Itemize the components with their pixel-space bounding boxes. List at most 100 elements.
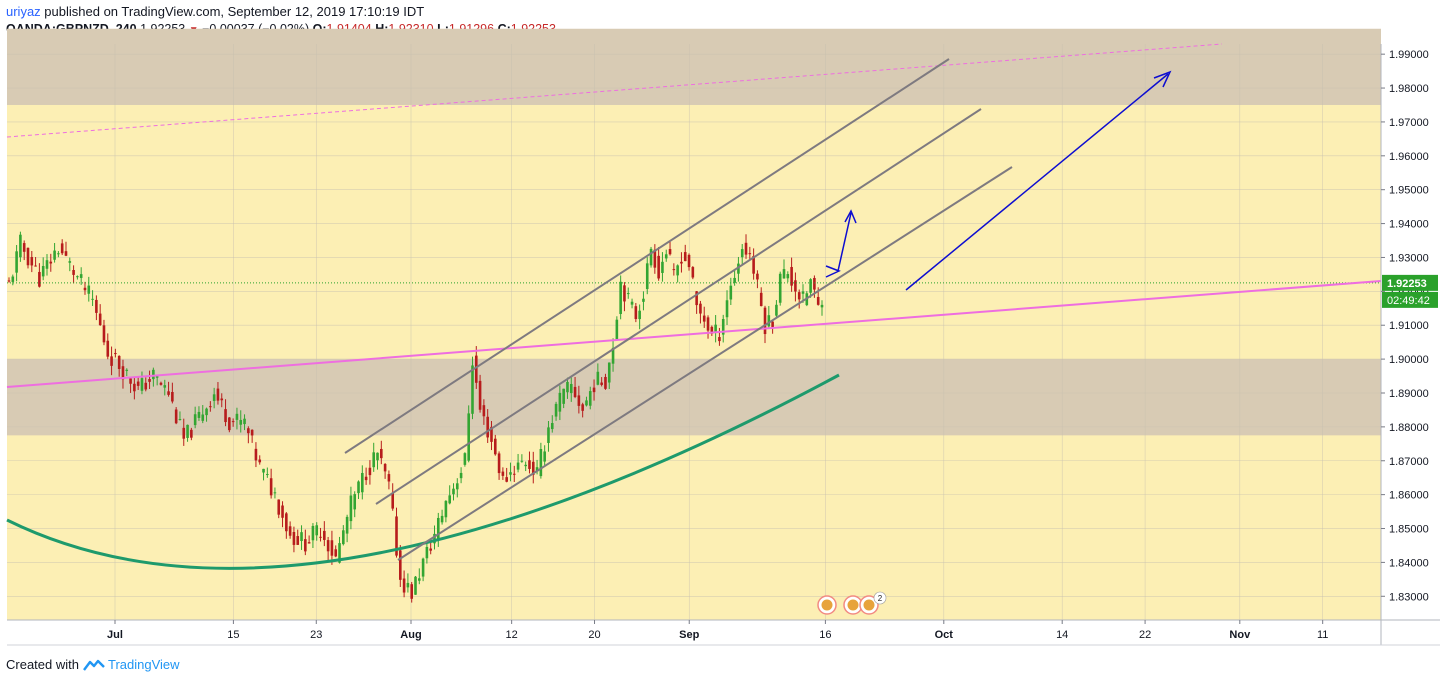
candle-body xyxy=(520,460,524,462)
candle-body xyxy=(296,536,300,545)
candle-body xyxy=(254,448,258,461)
candle-body xyxy=(307,542,311,544)
candle-body xyxy=(98,313,102,326)
candle-body xyxy=(634,306,638,320)
candle-body xyxy=(577,395,581,406)
price-tick-label: 1.91000 xyxy=(1389,320,1429,332)
candle-body xyxy=(361,472,364,493)
candle-body xyxy=(197,411,201,418)
candle-body xyxy=(125,369,129,371)
candle-body xyxy=(752,255,755,274)
candle-body xyxy=(292,532,296,545)
candle-body xyxy=(38,271,41,287)
time-tick-label: 23 xyxy=(310,629,322,641)
candle-body xyxy=(91,298,94,300)
candle-body xyxy=(323,530,326,540)
candle-body xyxy=(106,340,110,357)
candle-body xyxy=(550,423,554,430)
candle-body xyxy=(512,473,516,475)
price-tick-label: 1.98000 xyxy=(1389,83,1429,95)
candle-body xyxy=(190,429,193,438)
candle-body xyxy=(357,481,360,494)
candle-body xyxy=(737,263,740,274)
candle-body xyxy=(440,515,444,523)
price-tick-label: 1.99000 xyxy=(1389,49,1429,61)
time-tick-label: Oct xyxy=(935,629,954,641)
candle-body xyxy=(702,315,706,322)
price-tick-label: 1.85000 xyxy=(1389,524,1429,536)
candle-body xyxy=(714,324,717,333)
candle-body xyxy=(193,414,197,426)
price-tick-label: 1.83000 xyxy=(1389,591,1429,603)
candle-body xyxy=(387,474,391,482)
candle-body xyxy=(250,429,254,436)
candle-body xyxy=(235,413,239,420)
candle-body xyxy=(687,254,691,268)
candle-body xyxy=(311,525,315,541)
publish-info: uriyaz published on TradingView.com, Sep… xyxy=(6,4,424,19)
candle-body xyxy=(581,404,584,411)
tradingview-link[interactable]: TradingView xyxy=(107,657,180,672)
candle-body xyxy=(262,468,265,473)
candle-body xyxy=(224,409,227,423)
candle-body xyxy=(205,408,208,416)
time-tick-label: 11 xyxy=(1317,629,1328,641)
blue-target-arrow-head xyxy=(1153,70,1172,88)
candle-body xyxy=(566,381,569,393)
candle-body xyxy=(436,517,440,541)
price-tick-label: 1.89000 xyxy=(1389,388,1429,400)
candle-body xyxy=(455,483,459,490)
price-tick-label: 1.96000 xyxy=(1389,151,1429,163)
candle-body xyxy=(315,525,319,536)
candle-body xyxy=(395,516,398,556)
candle-body xyxy=(756,273,759,280)
candle-body xyxy=(786,274,790,279)
candle-body xyxy=(277,499,281,515)
candle-body xyxy=(676,265,679,276)
candle-body xyxy=(790,267,793,286)
candle-body xyxy=(60,243,64,254)
candle-body xyxy=(535,467,539,472)
candle-body xyxy=(87,285,91,294)
candle-body xyxy=(748,253,752,255)
candle-body xyxy=(607,362,611,383)
blue-up-arrow-line xyxy=(837,212,852,272)
candle-body xyxy=(801,291,805,294)
candle-body xyxy=(216,388,220,401)
candle-body xyxy=(680,261,683,264)
price-tick-label: 1.95000 xyxy=(1389,185,1429,197)
candle-body xyxy=(619,281,622,315)
candle-body xyxy=(638,310,641,320)
candle-body xyxy=(425,546,429,559)
candle-body xyxy=(778,273,782,303)
candle-body xyxy=(524,464,527,467)
event-flag-icon xyxy=(863,599,875,611)
candle-body xyxy=(133,383,136,392)
candle-body xyxy=(421,558,425,577)
candle-body xyxy=(744,242,748,255)
candle-body xyxy=(493,438,497,455)
candle-body xyxy=(474,355,478,383)
candle-body xyxy=(247,428,250,434)
author-link[interactable]: uriyaz xyxy=(6,4,41,19)
candle-body xyxy=(554,403,558,417)
candle-body xyxy=(695,291,698,306)
candle-body xyxy=(228,417,231,431)
candle-body xyxy=(558,392,562,412)
candle-body xyxy=(121,366,125,380)
price-tick-label: 1.90000 xyxy=(1389,354,1429,366)
time-tick-label: 15 xyxy=(227,629,239,641)
time-tick-label: Sep xyxy=(679,629,699,641)
candle-body xyxy=(596,371,600,385)
candle-body xyxy=(319,536,322,538)
candle-body xyxy=(820,304,824,308)
candle-body xyxy=(592,387,596,393)
resistance-zone xyxy=(7,28,1381,105)
candle-body xyxy=(15,251,18,273)
candle-body xyxy=(136,381,140,386)
candle-body xyxy=(201,414,205,421)
candle-body xyxy=(83,287,87,291)
candle-body xyxy=(657,255,660,279)
current-price-label: 1.92253 xyxy=(1387,278,1427,290)
